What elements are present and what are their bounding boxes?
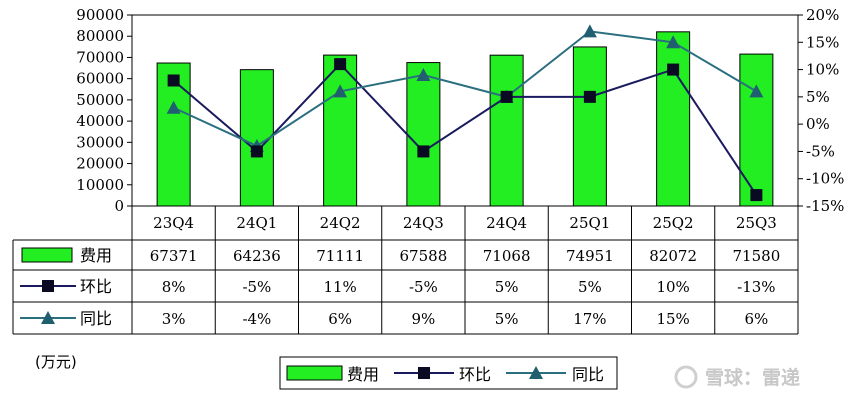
legend-label-qoq: 环比 — [459, 365, 491, 384]
right-axis-tick-label: 0% — [806, 115, 830, 133]
qoq-point — [250, 145, 263, 158]
right-axis-tick-label: 15% — [806, 33, 839, 51]
table-cell: 67588 — [400, 247, 448, 265]
table-cell: -5% — [242, 278, 271, 296]
legend: 费用 环比 同比 — [279, 356, 618, 390]
right-axis-tick-label: -5% — [806, 142, 835, 160]
row-label: 费用 — [80, 246, 112, 265]
table-cell: 64236 — [233, 247, 281, 265]
table-cell: 74951 — [566, 247, 614, 265]
qoq-point — [583, 90, 596, 103]
table-cell: 11% — [323, 278, 356, 296]
row-key-qoq-marker — [42, 280, 54, 292]
left-axis-tick-label: 60000 — [76, 70, 124, 88]
expense-bar — [156, 62, 191, 207]
left-axis-tick-label: 80000 — [76, 27, 124, 45]
legend-marker-yoy — [529, 366, 543, 379]
watermark-text: 雪球：雷递 — [705, 366, 800, 389]
expense-bar — [489, 54, 524, 207]
category-label: 25Q2 — [653, 214, 694, 232]
category-label: 25Q3 — [736, 214, 777, 232]
unit-label: (万元) — [35, 353, 77, 371]
left-axis-tick-label: 10000 — [76, 176, 124, 194]
table-cell: 9% — [411, 310, 435, 328]
left-axis-tick-label: 40000 — [76, 112, 124, 130]
right-axis-tick-label: 20% — [806, 6, 839, 24]
yoy-point — [416, 68, 431, 82]
row-label: 环比 — [80, 277, 112, 296]
table-cell: 71068 — [483, 247, 531, 265]
data-table: 23Q4 24Q1 24Q2 24Q3 24Q4 25Q1 25Q2 25Q3 费用 67371 6… — [12, 206, 799, 335]
table-cell: 71111 — [316, 247, 364, 265]
category-label: 23Q4 — [153, 214, 194, 232]
table-cell: 8% — [162, 278, 186, 296]
legend-label-yoy: 同比 — [572, 365, 604, 384]
row-key-yoy-marker — [41, 311, 55, 324]
yoy-line — [173, 30, 757, 148]
left-axis-tick-label: 20000 — [76, 155, 124, 173]
bar-series — [156, 31, 774, 207]
left-axis-tick-label: 0 — [114, 197, 124, 215]
right-y-axis: -15% -10% -5% 0% 5% 10% 15% 20% — [798, 6, 844, 215]
table-cell: 5% — [578, 278, 602, 296]
expense-bar — [406, 62, 441, 207]
table-cell: 10% — [656, 278, 689, 296]
right-axis-tick-label: -15% — [806, 197, 844, 215]
qoq-point — [667, 63, 680, 76]
table-cell: 17% — [573, 310, 606, 328]
row-key-expense — [21, 247, 73, 263]
category-label: 25Q1 — [569, 214, 610, 232]
category-label: 24Q2 — [320, 214, 361, 232]
expense-bar — [323, 54, 358, 207]
left-axis-tick-label: 50000 — [76, 91, 124, 109]
qoq-point — [750, 189, 763, 202]
expense-bar — [656, 31, 691, 207]
table-cell: 5% — [495, 278, 519, 296]
expense-bar — [739, 53, 774, 207]
table-cell: -13% — [737, 278, 775, 296]
legend-label-expense: 费用 — [347, 365, 379, 384]
qoq-point — [417, 145, 430, 158]
qoq-point — [500, 90, 513, 103]
category-label: 24Q1 — [236, 214, 277, 232]
table-cell: -5% — [409, 278, 438, 296]
legend-swatch-expense — [286, 365, 343, 381]
yoy-point — [166, 100, 181, 114]
yoy-point — [333, 84, 348, 98]
right-axis-tick-label: 10% — [806, 61, 839, 79]
line-series — [166, 24, 764, 202]
yoy-point — [666, 35, 681, 49]
table-cell: 6% — [744, 310, 768, 328]
table-cell: 3% — [162, 310, 186, 328]
category-label: 24Q4 — [486, 214, 527, 232]
table-cell: 82072 — [649, 247, 697, 265]
table-cell: -4% — [242, 310, 271, 328]
table-cell: 67371 — [150, 247, 198, 265]
left-axis-tick-label: 90000 — [76, 6, 124, 24]
right-axis-tick-label: -10% — [806, 170, 844, 188]
right-axis-tick-label: 5% — [806, 88, 830, 106]
left-y-axis: 0 10000 20000 30000 40000 50000 60000 70000 8000… — [76, 6, 132, 215]
table-cell: 6% — [328, 310, 352, 328]
legend-marker-qoq — [418, 367, 430, 379]
watermark-logo-icon — [674, 365, 698, 389]
yoy-point — [749, 84, 764, 98]
category-label: 24Q3 — [403, 214, 444, 232]
yoy-point — [582, 24, 597, 38]
expense-bar — [572, 46, 607, 207]
left-axis-tick-label: 70000 — [76, 48, 124, 66]
watermark: 雪球：雷递 — [674, 365, 800, 389]
left-axis-tick-label: 30000 — [76, 133, 124, 151]
plot-area — [131, 14, 799, 207]
table-cell: 5% — [495, 310, 519, 328]
qoq-point — [167, 74, 180, 87]
table-cell: 15% — [656, 310, 689, 328]
qoq-point — [334, 58, 347, 71]
table-cell: 71580 — [733, 247, 781, 265]
row-label: 同比 — [80, 309, 112, 328]
